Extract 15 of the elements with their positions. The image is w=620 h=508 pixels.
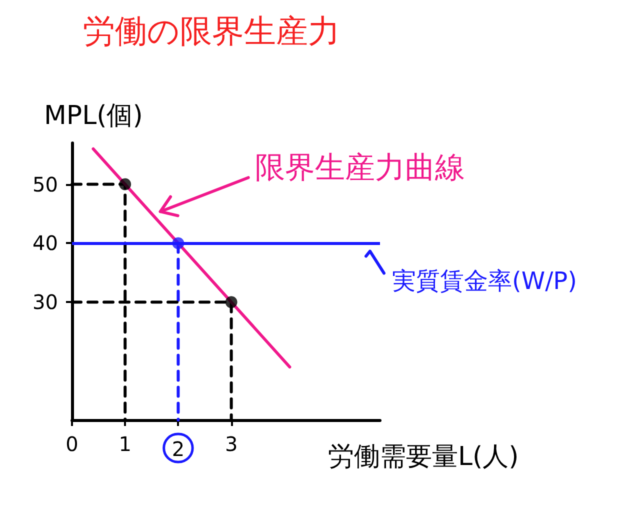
x-tick-label: 3 bbox=[224, 432, 238, 456]
legend-label: 実質賃金率(W/P) bbox=[392, 267, 578, 296]
x-axis-title: 労働需要量L(人) bbox=[328, 442, 519, 472]
chart-title: 労働の限界生産力 bbox=[83, 12, 340, 50]
point bbox=[172, 237, 184, 250]
x-tick-label: 1 bbox=[118, 432, 132, 456]
y-tick-label: 50 bbox=[32, 172, 58, 196]
y-tick-label: 30 bbox=[32, 290, 58, 314]
x-tick-label: 0 bbox=[66, 432, 78, 456]
y-tick-label: 40 bbox=[32, 231, 58, 256]
point bbox=[225, 296, 238, 308]
text: 限界生産力曲線 bbox=[255, 150, 466, 186]
x-tick-label: 2 bbox=[172, 437, 185, 461]
y-axis-title: MPL(個) bbox=[44, 101, 143, 131]
point bbox=[119, 178, 132, 190]
